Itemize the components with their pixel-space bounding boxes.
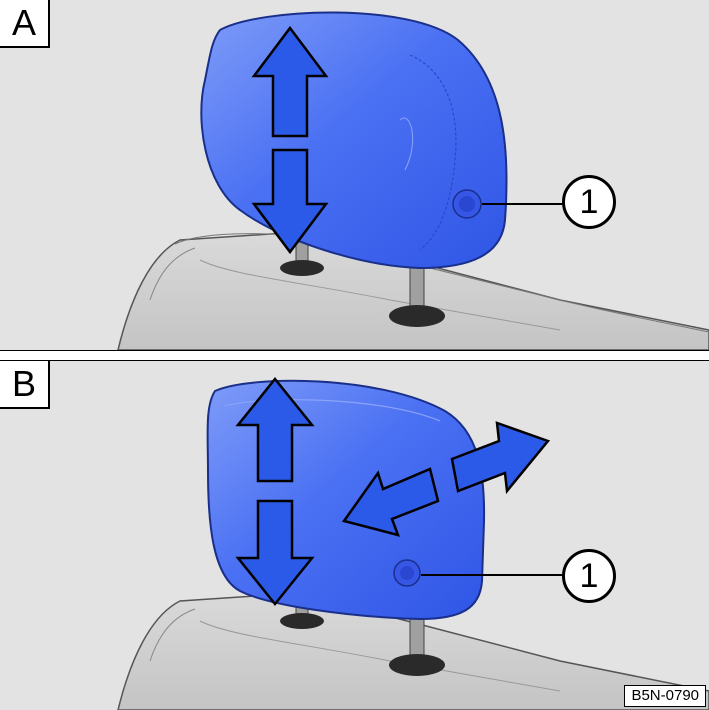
image-code: B5N-0790	[624, 685, 706, 707]
headrest-post-right	[389, 261, 445, 327]
arrow-up-icon	[235, 377, 315, 483]
seat-back-top	[174, 233, 709, 333]
release-button	[393, 559, 421, 587]
panel-b: B 1 B5N-0790	[0, 360, 709, 710]
callout-1-a: 1	[562, 175, 616, 229]
panel-b-illustration	[117, 377, 709, 710]
callout-1-b: 1	[562, 549, 616, 603]
arrow-up-icon	[251, 25, 329, 138]
arrow-down-icon	[235, 499, 315, 606]
arrow-back-icon	[341, 467, 440, 537]
arrow-forward-icon	[450, 421, 551, 495]
headrest	[200, 11, 508, 270]
release-button	[452, 189, 482, 219]
panel-a-illustration	[117, 11, 709, 350]
panel-label-a: A	[0, 0, 50, 48]
panel-a: A 1	[0, 0, 709, 351]
arrow-down-icon	[251, 148, 329, 255]
panel-label-b: B	[0, 361, 50, 409]
